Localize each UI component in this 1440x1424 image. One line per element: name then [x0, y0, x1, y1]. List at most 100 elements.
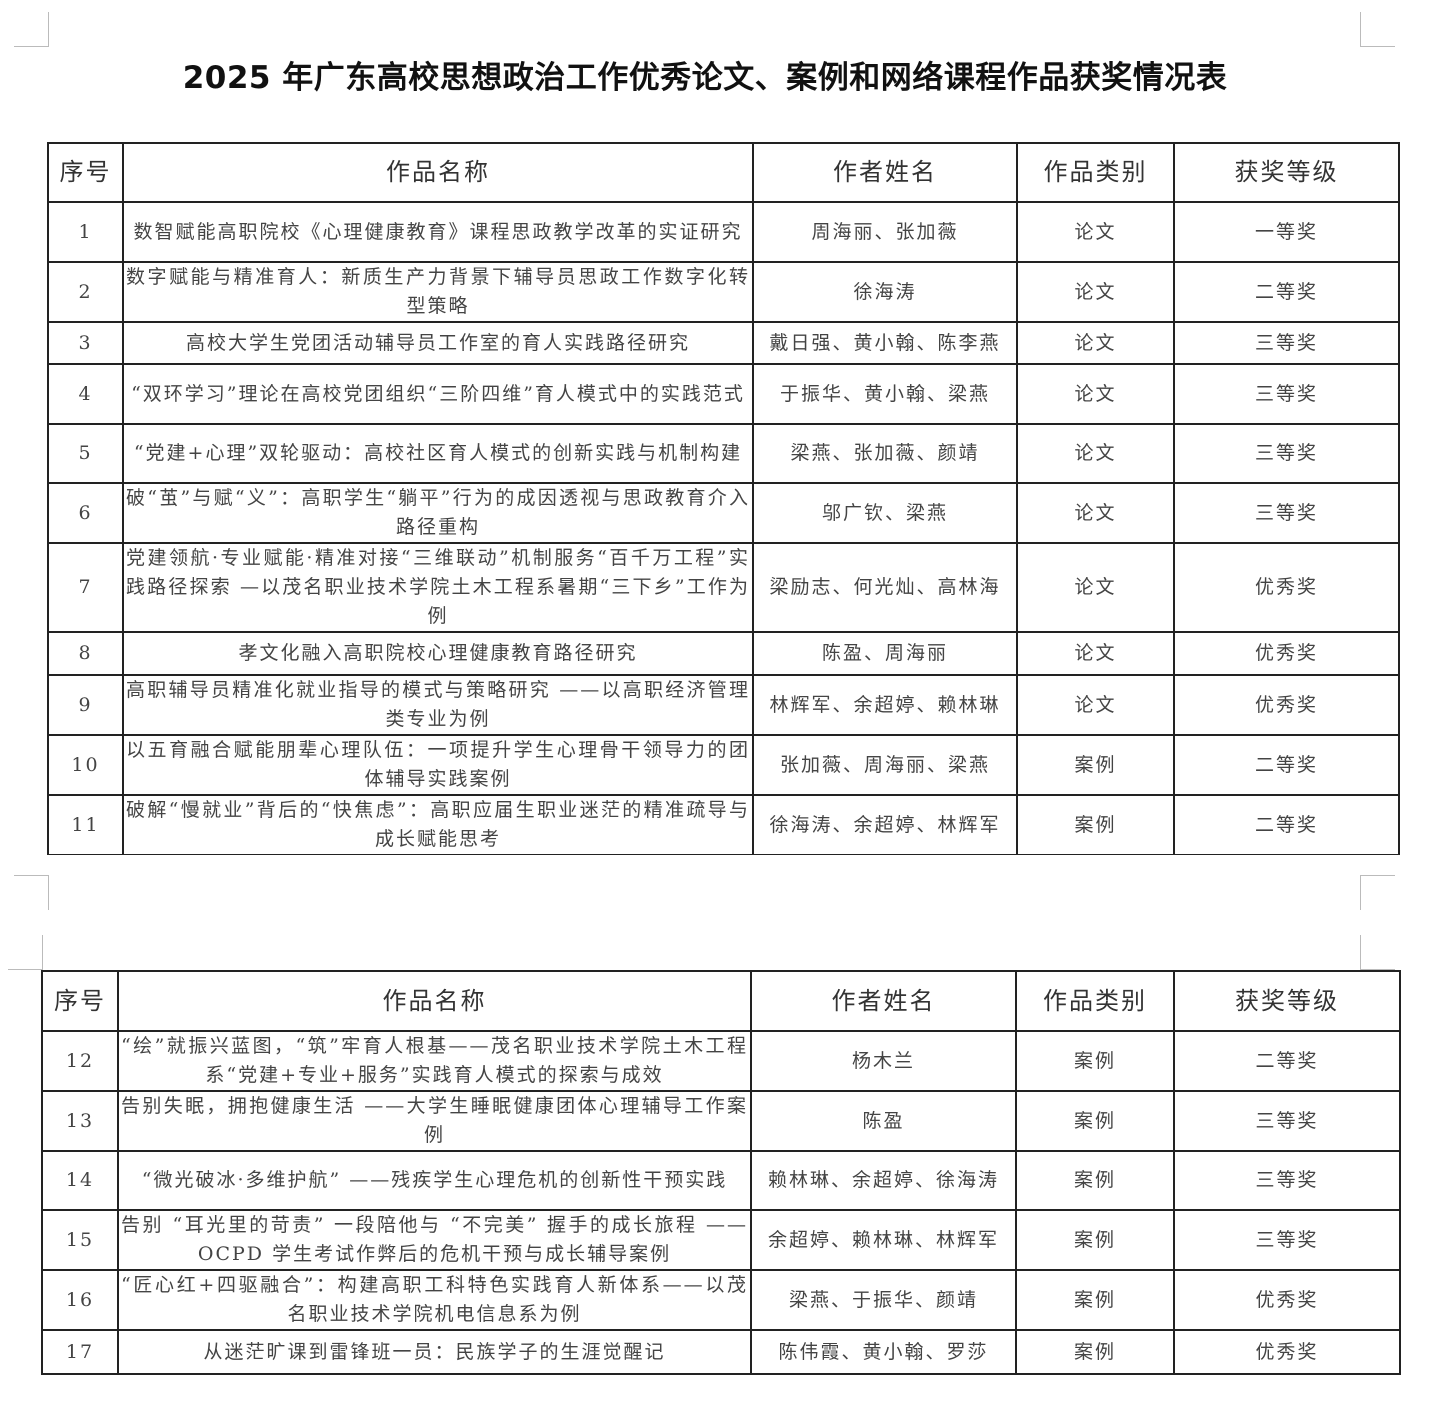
cell-serial-number: 5	[47, 423, 124, 484]
table-row: 8 孝文化融入高职院校心理健康教育路径研究 陈盈、周海丽 论文 优秀奖	[47, 631, 1400, 676]
cell-work-category: 论文	[1016, 482, 1175, 544]
table-row: 6 破“茧”与赋“义”：高职学生“躺平”行为的成因透视与思政教育介入路径重构 邬广钦…	[47, 482, 1400, 544]
cell-work-category: 案例	[1015, 1150, 1175, 1211]
cell-work-title: “绘”就振兴蓝图，“筑”牢育人根基——茂名职业技术学院土木工程系“党建+专业+服…	[117, 1030, 752, 1092]
cell-work-title: “双环学习”理论在高校党团组织“三阶四维”育人模式中的实践范式	[122, 363, 754, 425]
table-row: 14 “微光破冰·多维护航” ——残疾学生心理危机的创新性干预实践 赖林琳、余超婷、…	[41, 1150, 1401, 1211]
cell-work-title: 党建领航·专业赋能·精准对接“三维联动”机制服务“百千万工程”实践路径探索 —以…	[122, 542, 754, 633]
cell-serial-number: 17	[41, 1329, 119, 1375]
table-row: 17 从迷茫旷课到雷锋班一员：民族学子的生涯觉醒记 陈伟霞、黄小翰、罗莎 案例 优秀奖	[41, 1329, 1401, 1375]
cell-serial-number: 11	[47, 794, 124, 856]
header-serial-number: 序号	[41, 970, 119, 1032]
table-row: 9 高职辅导员精准化就业指导的模式与策略研究 ——以高职经济管理类专业为例 林辉军、…	[47, 674, 1400, 736]
cell-work-category: 论文	[1016, 542, 1175, 633]
cell-serial-number: 1	[47, 201, 124, 263]
cell-work-title: “微光破冰·多维护航” ——残疾学生心理危机的创新性干预实践	[117, 1150, 752, 1211]
cell-serial-number: 8	[47, 631, 124, 676]
cell-author-names: 徐海涛	[752, 261, 1018, 323]
cell-award-level: 优秀奖	[1173, 674, 1400, 736]
page-corner-mark	[8, 935, 43, 970]
cell-award-level: 三等奖	[1173, 1090, 1401, 1152]
cell-work-category: 论文	[1016, 261, 1175, 323]
cell-serial-number: 3	[47, 321, 124, 365]
table-row: 5 “党建+心理”双轮驱动：高校社区育人模式的创新实践与机制构建 梁燕、张加薇、颜靖…	[47, 423, 1400, 484]
cell-work-category: 案例	[1016, 734, 1175, 796]
cell-award-level: 三等奖	[1173, 321, 1400, 365]
cell-work-category: 案例	[1015, 1329, 1175, 1375]
cell-work-title: 数智赋能高职院校《心理健康教育》课程思政教学改革的实证研究	[122, 201, 754, 263]
table-row: 4 “双环学习”理论在高校党团组织“三阶四维”育人模式中的实践范式 于振华、黄小翰、…	[47, 363, 1400, 425]
cell-serial-number: 4	[47, 363, 124, 425]
cell-work-title: 孝文化融入高职院校心理健康教育路径研究	[122, 631, 754, 676]
cell-award-level: 优秀奖	[1173, 1269, 1401, 1331]
page-break	[0, 855, 1440, 945]
cell-work-category: 论文	[1016, 363, 1175, 425]
cell-work-title: 高职辅导员精准化就业指导的模式与策略研究 ——以高职经济管理类专业为例	[122, 674, 754, 736]
table-row: 15 告别 “耳光里的苛责” 一段陪他与 “不完美” 握手的成长旅程 ——OCPD…	[41, 1209, 1401, 1271]
cell-work-title: 从迷茫旷课到雷锋班一员：民族学子的生涯觉醒记	[117, 1329, 752, 1375]
cell-award-level: 三等奖	[1173, 482, 1400, 544]
header-work-category: 作品类别	[1016, 142, 1175, 203]
cell-serial-number: 12	[41, 1030, 119, 1092]
cell-author-names: 张加薇、周海丽、梁燕	[752, 734, 1018, 796]
cell-author-names: 林辉军、余超婷、赖林琳	[752, 674, 1018, 736]
header-award-level: 获奖等级	[1173, 970, 1401, 1032]
cell-author-names: 杨木兰	[750, 1030, 1017, 1092]
cell-work-category: 论文	[1016, 321, 1175, 365]
page-corner-mark	[1360, 875, 1395, 910]
cell-award-level: 二等奖	[1173, 794, 1400, 856]
cell-author-names: 梁励志、何光灿、高林海	[752, 542, 1018, 633]
header-work-category: 作品类别	[1015, 970, 1175, 1032]
cell-author-names: 邬广钦、梁燕	[752, 482, 1018, 544]
cell-author-names: 赖林琳、余超婷、徐海涛	[750, 1150, 1017, 1211]
cell-award-level: 三等奖	[1173, 1209, 1401, 1271]
cell-work-title: 数字赋能与精准育人：新质生产力背景下辅导员思政工作数字化转型策略	[122, 261, 754, 323]
table-row: 13 告别失眠，拥抱健康生活 ——大学生睡眠健康团体心理辅导工作案例 陈盈 案例 三等奖	[41, 1090, 1401, 1152]
cell-author-names: 陈盈、周海丽	[752, 631, 1018, 676]
page-corner-mark	[1360, 935, 1395, 970]
cell-award-level: 优秀奖	[1173, 631, 1400, 676]
cell-work-title: 破“茧”与赋“义”：高职学生“躺平”行为的成因透视与思政教育介入路径重构	[122, 482, 754, 544]
cell-award-level: 二等奖	[1173, 261, 1400, 323]
cell-award-level: 三等奖	[1173, 363, 1400, 425]
cell-author-names: 梁燕、张加薇、颜靖	[752, 423, 1018, 484]
cell-serial-number: 13	[41, 1090, 119, 1152]
cell-work-title: 高校大学生党团活动辅导员工作室的育人实践路径研究	[122, 321, 754, 365]
cell-author-names: 徐海涛、余超婷、林辉军	[752, 794, 1018, 856]
table-row: 3 高校大学生党团活动辅导员工作室的育人实践路径研究 戴日强、黄小翰、陈李燕 论文 三等…	[47, 321, 1400, 365]
cell-serial-number: 9	[47, 674, 124, 736]
page-corner-mark	[1360, 12, 1395, 47]
header-author-names: 作者姓名	[752, 142, 1018, 203]
table-row: 11 破解“慢就业”背后的“快焦虑”：高职应届生职业迷茫的精准疏导与成长赋能思考徐…	[47, 794, 1400, 856]
cell-work-category: 案例	[1015, 1209, 1175, 1271]
cell-author-names: 余超婷、赖林琳、林辉军	[750, 1209, 1017, 1271]
cell-work-category: 案例	[1015, 1030, 1175, 1092]
cell-work-category: 论文	[1016, 674, 1175, 736]
table-row: 10 以五育融合赋能朋辈心理队伍：一项提升学生心理骨干领导力的团体辅导实践案例 张加…	[47, 734, 1400, 796]
cell-award-level: 一等奖	[1173, 201, 1400, 263]
cell-work-title: 以五育融合赋能朋辈心理队伍：一项提升学生心理骨干领导力的团体辅导实践案例	[122, 734, 754, 796]
page-title: 2025 年广东高校思想政治工作优秀论文、案例和网络课程作品获奖情况表	[182, 60, 1228, 96]
cell-author-names: 于振华、黄小翰、梁燕	[752, 363, 1018, 425]
cell-work-category: 案例	[1015, 1090, 1175, 1152]
page-corner-mark	[14, 12, 49, 47]
cell-award-level: 优秀奖	[1173, 1329, 1401, 1375]
cell-work-title: 告别 “耳光里的苛责” 一段陪他与 “不完美” 握手的成长旅程 ——OCPD 学…	[117, 1209, 752, 1271]
cell-serial-number: 16	[41, 1269, 119, 1331]
cell-work-title: “党建+心理”双轮驱动：高校社区育人模式的创新实践与机制构建	[122, 423, 754, 484]
cell-serial-number: 14	[41, 1150, 119, 1211]
header-work-title: 作品名称	[117, 970, 752, 1032]
cell-author-names: 陈伟霞、黄小翰、罗莎	[750, 1329, 1017, 1375]
cell-serial-number: 2	[47, 261, 124, 323]
header-author-names: 作者姓名	[750, 970, 1017, 1032]
cell-work-title: 破解“慢就业”背后的“快焦虑”：高职应届生职业迷茫的精准疏导与成长赋能思考	[122, 794, 754, 856]
table-header-row: 序号 作品名称 作者姓名 作品类别 获奖等级	[41, 970, 1401, 1032]
page-corner-mark	[14, 875, 49, 910]
cell-award-level: 二等奖	[1173, 734, 1400, 796]
cell-serial-number: 10	[47, 734, 124, 796]
cell-serial-number: 7	[47, 542, 124, 633]
table-row: 2 数字赋能与精准育人：新质生产力背景下辅导员思政工作数字化转型策略 徐海涛 论文 二等…	[47, 261, 1400, 323]
cell-author-names: 梁燕、于振华、颜靖	[750, 1269, 1017, 1331]
cell-author-names: 陈盈	[750, 1090, 1017, 1152]
table-row: 1 数智赋能高职院校《心理健康教育》课程思政教学改革的实证研究 周海丽、张加薇 论文一…	[47, 201, 1400, 263]
